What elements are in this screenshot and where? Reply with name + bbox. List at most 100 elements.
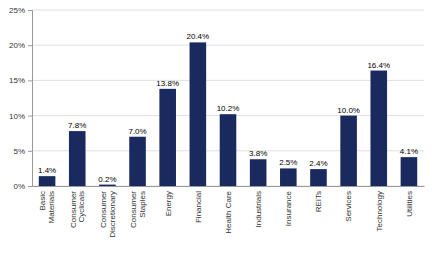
plot-area: 0%5%10%15%20%25%BasicMaterialsConsumerCy…: [9, 6, 425, 238]
y-tick-mark: [28, 186, 32, 187]
bar: [370, 71, 387, 186]
x-tick-label: Technology: [375, 191, 384, 231]
x-tick: Services: [344, 191, 353, 222]
x-tick: ConsumerStaples: [129, 191, 147, 228]
y-tick-label: 20%: [9, 41, 25, 50]
x-tick: Energy: [163, 191, 172, 216]
x-tick: BasicMaterials: [38, 191, 56, 223]
y-tick-mark: [28, 80, 32, 81]
x-tick-label-line: Energy: [163, 191, 172, 216]
x-tick: Insurance: [284, 190, 293, 226]
bar: [250, 159, 267, 186]
grid: [32, 10, 424, 186]
grid-line: [32, 80, 424, 81]
y-tick: 25%: [9, 6, 32, 15]
data-label: 20.4%: [187, 32, 210, 41]
bar: [99, 185, 116, 186]
bar: [280, 168, 297, 186]
y-tick: 5%: [13, 147, 32, 156]
x-tick: Health Care: [224, 190, 233, 233]
data-label: 7.8%: [68, 121, 86, 130]
x-tick-label-line: Insurance: [284, 190, 293, 226]
x-tick-label: ConsumerDiscretionary: [99, 191, 117, 238]
data-label: 2.5%: [279, 158, 297, 167]
x-tick: REITs: [314, 191, 323, 212]
y-tick-mark: [28, 151, 32, 152]
x-tick-label-line: Consumer: [129, 191, 138, 228]
y-tick: 15%: [9, 76, 32, 85]
x-axis: BasicMaterialsConsumerCyclicalsConsumerD…: [33, 187, 425, 238]
x-tick-label: ConsumerCyclicals: [69, 191, 87, 228]
data-label: 4.1%: [400, 147, 418, 156]
bar: [129, 137, 146, 186]
grid-line: [32, 45, 424, 46]
x-tick-label: Energy: [163, 191, 172, 216]
data-label: 0.2%: [98, 175, 116, 184]
x-tick-label: Services: [344, 191, 353, 222]
x-tick: Financial: [194, 191, 203, 223]
x-tick-label-line: Consumer: [99, 191, 108, 228]
y-tick-label: 25%: [9, 6, 25, 15]
y-tick-label: 10%: [9, 112, 25, 121]
data-labels: 1.4% 7.8% 0.2% 7.0% 13.8% 20.4% 10.2% 3.8% 2.5% 2…: [38, 32, 418, 183]
y-tick-label: 0%: [13, 182, 25, 191]
y-tick-mark: [28, 116, 32, 117]
x-tick-label-line: Basic: [38, 191, 47, 211]
bar: [401, 157, 418, 186]
data-label: 13.8%: [156, 79, 179, 88]
x-tick-label-line: Health Care: [224, 190, 233, 233]
grid-line: [32, 10, 424, 11]
x-tick: Utilities: [405, 191, 414, 217]
x-tick-label: Health Care: [224, 190, 233, 233]
data-label: 7.0%: [128, 127, 146, 136]
bar: [220, 114, 237, 186]
y-tick: 10%: [9, 112, 32, 121]
y-axis-line: [28, 11, 33, 187]
y-tick: 20%: [9, 41, 32, 50]
data-label: 2.4%: [309, 159, 327, 168]
x-tick-label-line: Industrials: [254, 191, 263, 227]
bar: [159, 89, 176, 186]
x-tick-label: Utilities: [405, 191, 414, 217]
x-tick: ConsumerCyclicals: [69, 191, 87, 228]
bars: [39, 42, 417, 186]
data-label: 10.2%: [217, 104, 240, 113]
chart-container: 0%5%10%15%20%25%BasicMaterialsConsumerCy…: [0, 0, 432, 254]
x-tick-label-line: Staples: [138, 191, 147, 218]
data-label: 16.4%: [367, 61, 390, 70]
x-tick-label: BasicMaterials: [38, 191, 56, 223]
x-axis-line: [33, 186, 425, 187]
x-tick-label: Financial: [194, 191, 203, 223]
x-tick-label-line: Discretionary: [108, 191, 117, 238]
chart-svg: 0%5%10%15%20%25%BasicMaterialsConsumerCy…: [0, 0, 432, 254]
data-label: 1.4%: [38, 166, 56, 175]
bar: [310, 169, 327, 186]
y-tick-mark: [28, 10, 32, 11]
x-tick-label: Insurance: [284, 190, 293, 226]
bar: [190, 42, 207, 186]
x-tick-label-line: Cyclicals: [77, 191, 86, 223]
x-tick-label-line: Consumer: [69, 191, 78, 228]
data-label: 10.0%: [337, 106, 360, 115]
x-tick-label-line: Financial: [194, 191, 203, 223]
x-tick-label-line: Services: [344, 191, 353, 222]
x-tick-label: REITs: [314, 191, 323, 212]
y-tick-label: 5%: [13, 147, 25, 156]
y-axis: 0% 5% 10% 15% 20% 25%: [9, 6, 33, 191]
data-label: 3.8%: [249, 149, 267, 158]
x-tick-label-line: Utilities: [405, 191, 414, 217]
x-tick-label: ConsumerStaples: [129, 191, 147, 228]
y-tick: 0%: [13, 182, 32, 191]
x-tick: Technology: [375, 191, 384, 231]
bar: [39, 176, 56, 186]
x-tick: ConsumerDiscretionary: [99, 191, 117, 238]
bar: [340, 116, 357, 186]
x-tick-label-line: Technology: [375, 191, 384, 231]
x-tick-label-line: Materials: [47, 191, 56, 223]
x-tick-label-line: REITs: [314, 191, 323, 212]
y-tick-label: 15%: [9, 76, 25, 85]
x-tick: Industrials: [254, 191, 263, 227]
x-tick-label: Industrials: [254, 191, 263, 227]
bar: [69, 131, 86, 186]
y-tick-mark: [28, 45, 32, 46]
